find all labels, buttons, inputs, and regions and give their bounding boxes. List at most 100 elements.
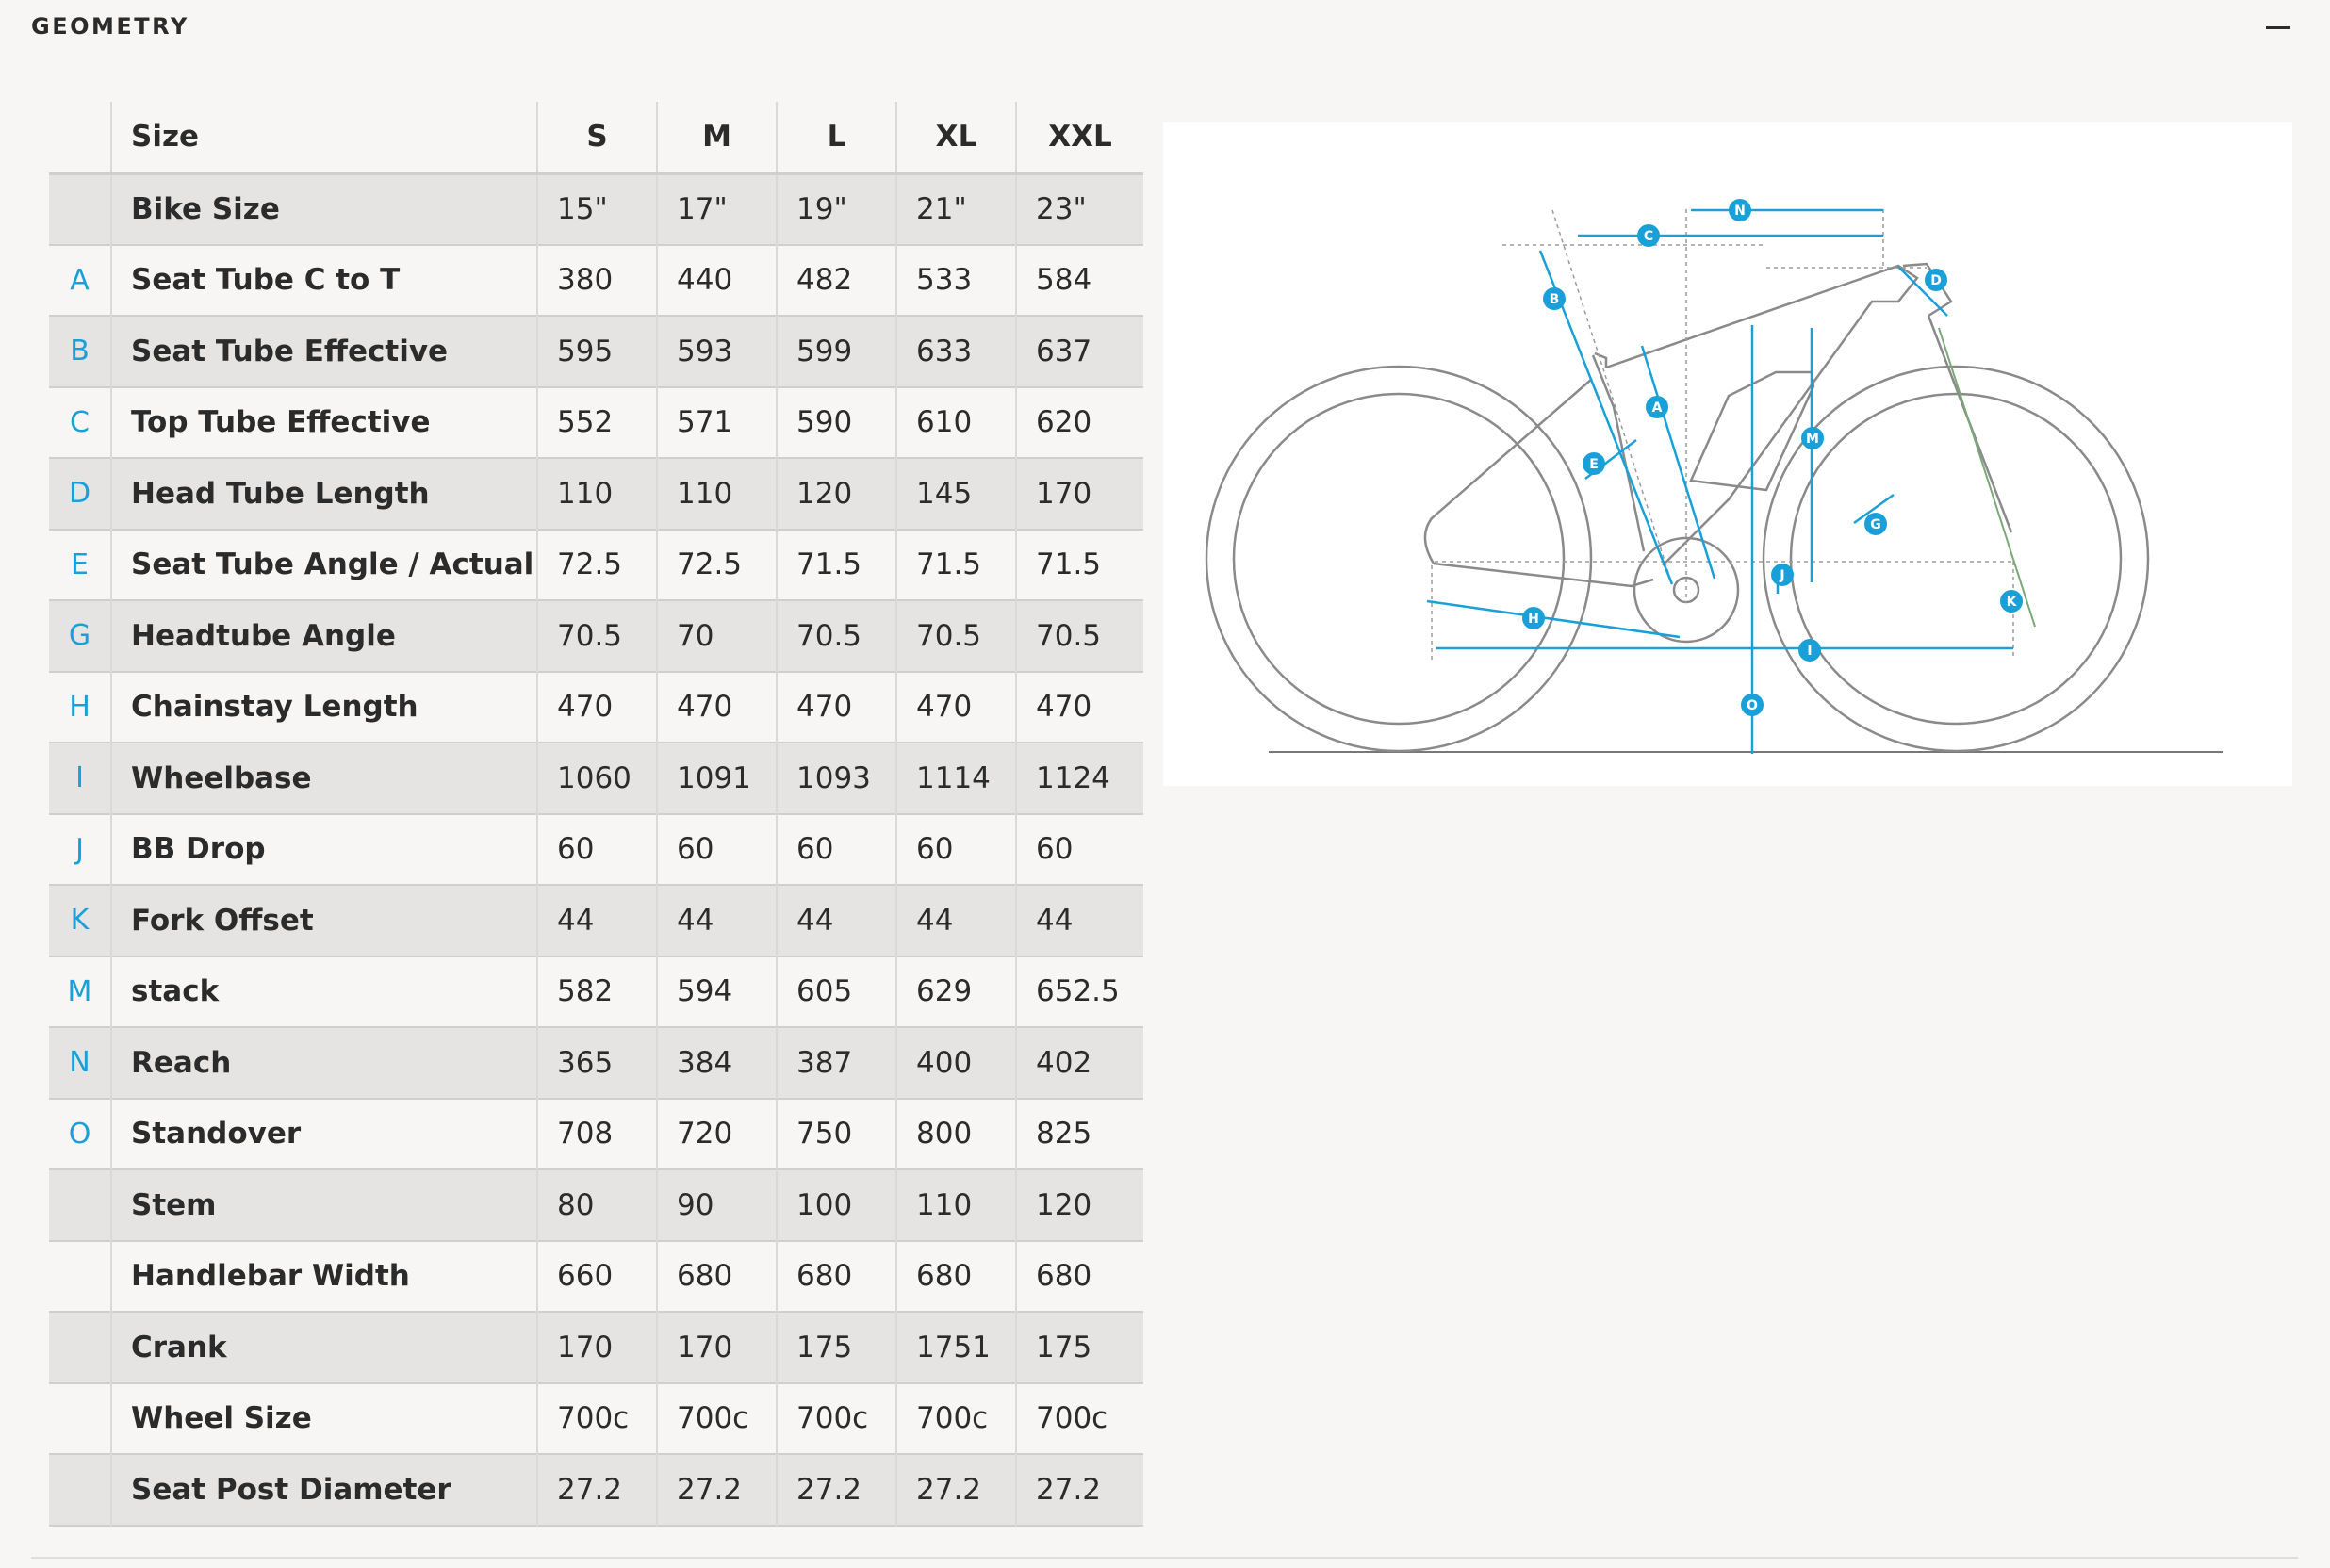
marker-j: J — [1771, 564, 1794, 586]
marker-n: N — [1729, 199, 1751, 221]
marker-label: J — [1779, 568, 1784, 583]
table-row: A Seat Tube C to T 380 440 482 533 584 — [49, 244, 1143, 316]
row-value: 71.5 — [896, 529, 1017, 600]
column-header-l: L — [777, 102, 897, 175]
table-header-row: Size S M L XL XXL — [49, 102, 1143, 175]
row-value: 470 — [1036, 690, 1092, 725]
row-value: 720 — [657, 1098, 778, 1169]
row-value: 110 — [537, 458, 658, 530]
marker-b: B — [1543, 287, 1566, 310]
row-value: 605 — [777, 956, 897, 1027]
bike-diagram-svg: A B C D E G H I J K M N O — [1205, 199, 2223, 754]
row-value: 70.5 — [1016, 600, 1143, 672]
row-value: 70.5 — [537, 600, 658, 672]
table-row: E Seat Tube Angle / Actual 72.5 72.5 71.5 71.… — [49, 529, 1143, 600]
row-value: 700c — [896, 1382, 1017, 1454]
row-value: 680 — [657, 1240, 778, 1312]
row-value: 19" — [777, 173, 897, 245]
section-title: GEOMETRY — [31, 13, 189, 40]
row-value: 594 — [657, 956, 778, 1027]
row-value: 60 — [1036, 832, 1074, 867]
geometry-table: Size S M L XL XXL Bike Size 15" 17" 19" 21" 2… — [49, 102, 1143, 1527]
row-value: 60 — [777, 813, 897, 885]
row-value: 571 — [657, 386, 778, 458]
row-value: 175 — [777, 1312, 897, 1383]
row-value: 470 — [657, 671, 778, 743]
fork-offset-line — [1938, 327, 2036, 628]
row-letter: G — [49, 600, 111, 672]
marker-label: D — [1930, 273, 1942, 288]
row-value: 380 — [537, 244, 658, 316]
table-row: Bike Size 15" 17" 19" 21" 23" — [49, 173, 1143, 245]
row-value: 27.2 — [777, 1454, 897, 1526]
rear-wheel-outer — [1205, 365, 1593, 753]
table-row: K Fork Offset 44 44 44 44 44 — [49, 885, 1143, 956]
table-row: Stem 80 90 100 110 120 — [49, 1169, 1143, 1241]
row-value: 700c — [657, 1382, 778, 1454]
marker-k: K — [2000, 590, 2023, 612]
row-value: 365 — [537, 1027, 658, 1099]
row-value: 680 — [896, 1240, 1017, 1312]
column-header-xxl: XXL — [1016, 102, 1143, 175]
marker-g: G — [1864, 513, 1887, 535]
row-value: 1091 — [657, 743, 778, 814]
row-label: Seat Post Diameter — [110, 1454, 538, 1526]
row-label: Seat Tube C to T — [110, 244, 538, 316]
marker-h: H — [1522, 607, 1545, 629]
marker-layer: A B C D E G H I J K M N O — [1522, 199, 2023, 716]
row-value: 100 — [777, 1169, 897, 1241]
row-value: 584 — [1036, 263, 1092, 298]
marker-label: K — [2007, 595, 2018, 610]
front-wheel-outer — [1762, 365, 2150, 753]
row-value: 387 — [777, 1027, 897, 1099]
row-letter: N — [49, 1027, 111, 1099]
row-value: 23" — [1016, 173, 1143, 245]
row-value: 44 — [1016, 885, 1143, 956]
marker-label: G — [1870, 517, 1881, 532]
row-value: 17" — [657, 173, 778, 245]
row-value: 44 — [896, 885, 1017, 956]
row-value: 652.5 — [1036, 974, 1120, 1009]
row-value: 27.2 — [1016, 1454, 1143, 1526]
row-value: 27.2 — [537, 1454, 658, 1526]
letter-header — [49, 102, 111, 175]
row-value: 750 — [777, 1098, 897, 1169]
row-label: Wheel Size — [110, 1382, 538, 1454]
row-value: 599 — [777, 316, 897, 387]
row-value: 170 — [1016, 458, 1143, 530]
table-row: O Standover 708 720 750 800 825 — [49, 1098, 1143, 1169]
marker-label: C — [1644, 229, 1653, 244]
row-label: Wheelbase — [110, 743, 538, 814]
row-value: 700c — [1036, 1401, 1108, 1436]
table-row: J BB Drop 60 60 60 60 60 — [49, 813, 1143, 885]
marker-label: N — [1734, 204, 1746, 219]
row-letter — [49, 1383, 111, 1455]
row-label: stack — [110, 956, 538, 1027]
row-label: Seat Tube Effective — [110, 316, 538, 387]
row-label: Head Tube Length — [110, 458, 538, 530]
column-header-m: M — [657, 102, 778, 175]
row-value: 110 — [657, 458, 778, 530]
row-letter — [49, 173, 111, 245]
row-letter: K — [49, 885, 111, 956]
row-value: 44 — [537, 885, 658, 956]
minus-icon[interactable] — [2264, 13, 2292, 41]
measurement-lines — [1426, 208, 2013, 754]
row-letter: E — [71, 547, 89, 581]
row-value: 170 — [657, 1312, 778, 1383]
table-row: Crank 170 170 175 1751 175 — [49, 1312, 1143, 1383]
bike-frame — [1423, 262, 2013, 644]
row-label: Bike Size — [110, 173, 538, 245]
row-value: 44 — [777, 885, 897, 956]
geometry-section-header[interactable]: GEOMETRY — [0, 0, 2330, 57]
row-value: 384 — [657, 1027, 778, 1099]
row-value: 825 — [1036, 1117, 1092, 1152]
table-row: Seat Post Diameter 27.2 27.2 27.2 27.2 27.2 — [49, 1454, 1143, 1526]
row-label: Seat Tube Angle / Actual — [110, 529, 538, 600]
row-letter: M — [67, 974, 92, 1008]
row-value: 440 — [657, 244, 778, 316]
row-label: Reach — [110, 1027, 538, 1099]
marker-e: E — [1583, 452, 1605, 475]
row-value: 170 — [537, 1312, 658, 1383]
